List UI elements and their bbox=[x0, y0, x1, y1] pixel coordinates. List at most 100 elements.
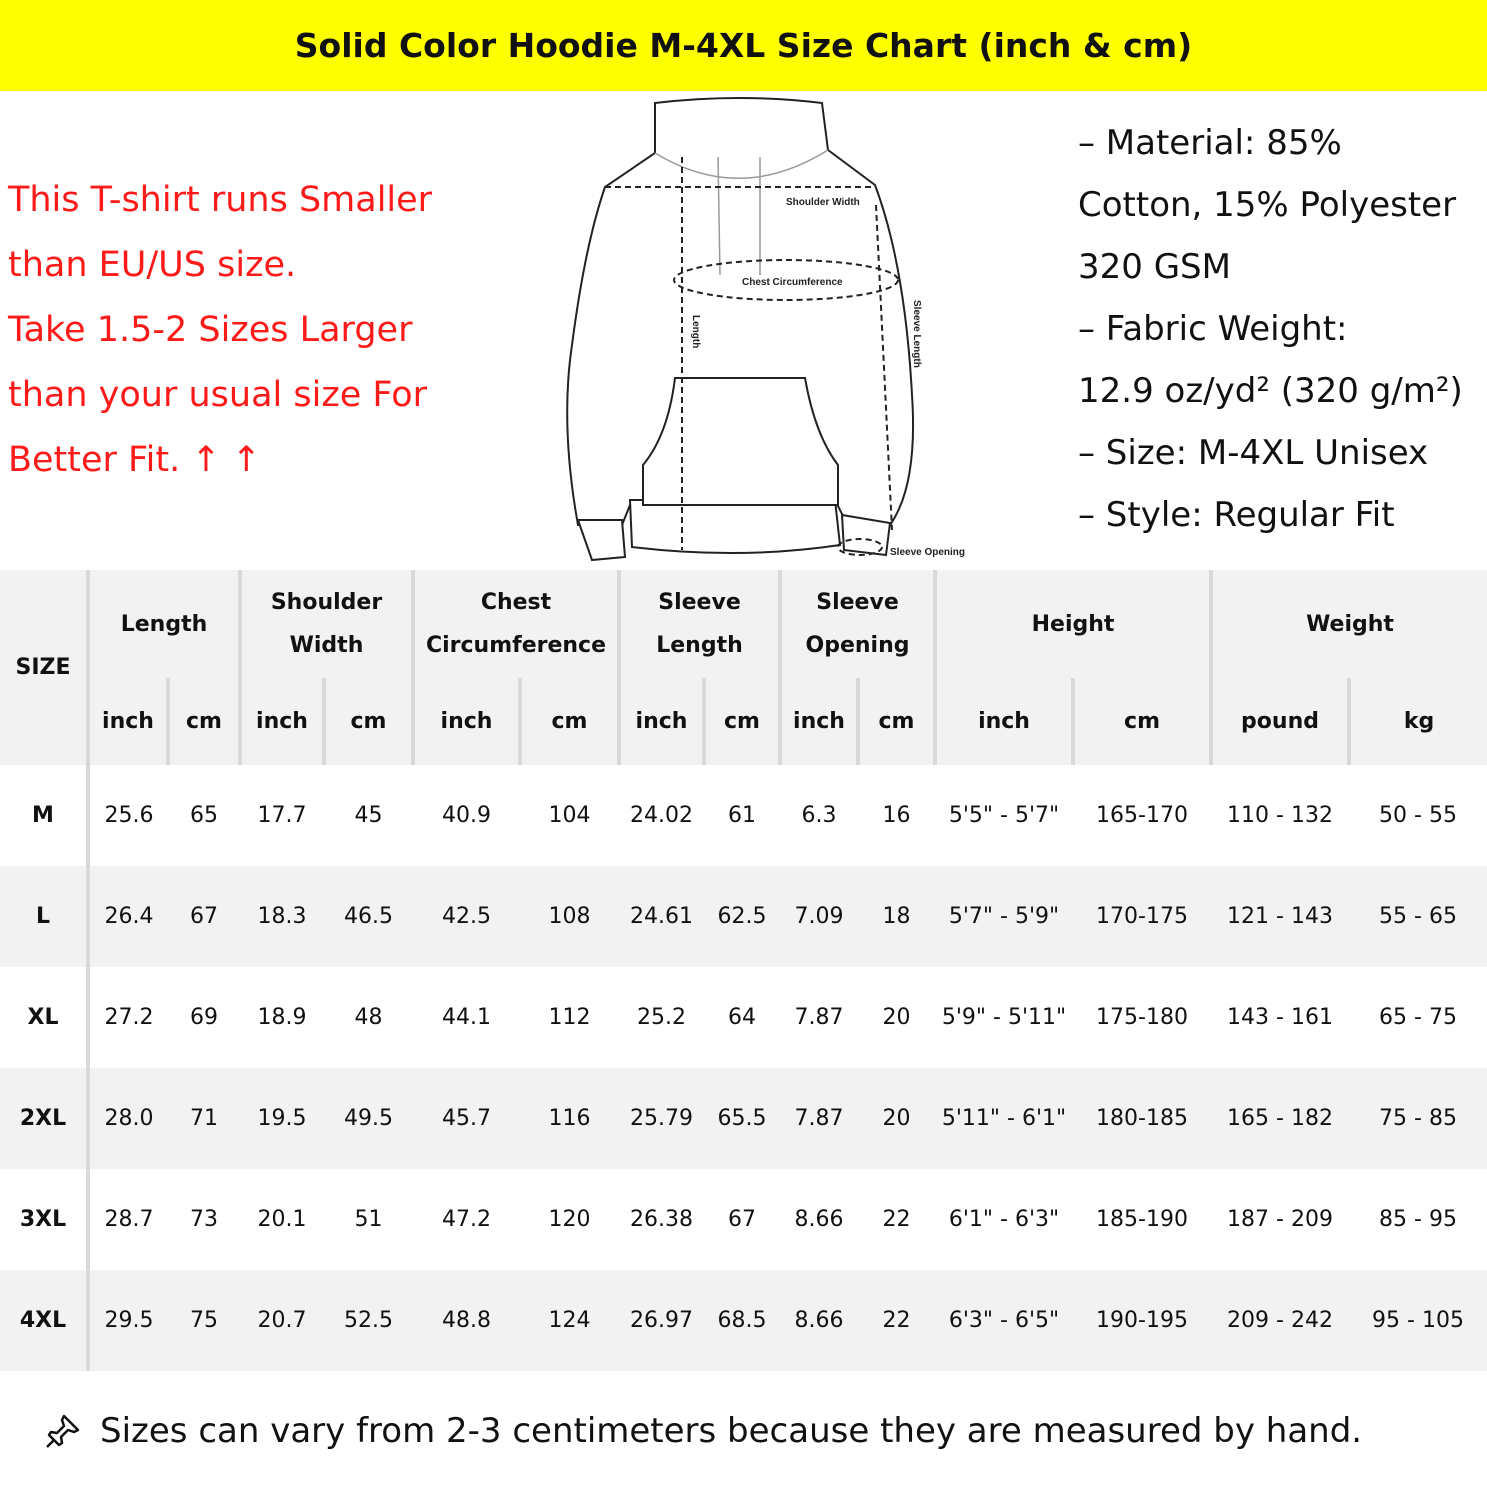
unit-header: cm bbox=[1071, 678, 1212, 765]
table-cell: 22 bbox=[858, 1270, 936, 1371]
table-cell: 55 - 65 bbox=[1349, 866, 1487, 967]
table-cell: 52.5 bbox=[324, 1270, 413, 1371]
table-cell: 7.09 bbox=[780, 866, 858, 967]
unit-header: inch bbox=[238, 678, 324, 765]
unit-header: inch bbox=[88, 678, 168, 765]
table-cell: 5'7" - 5'9" bbox=[935, 866, 1074, 967]
table-cell: 165 - 182 bbox=[1211, 1068, 1350, 1169]
unit-header: cm bbox=[322, 678, 413, 765]
column-group-header: Shoulder Width bbox=[238, 570, 413, 678]
table-cell: 124 bbox=[520, 1270, 619, 1371]
footer-note: Sizes can vary from 2-3 centimeters beca… bbox=[0, 1371, 1487, 1491]
table-cell: 143 - 161 bbox=[1211, 967, 1350, 1068]
table-cell: 85 - 95 bbox=[1349, 1169, 1487, 1270]
table-cell: 47.2 bbox=[413, 1169, 520, 1270]
column-group-header: Height bbox=[933, 570, 1212, 678]
page-title: Solid Color Hoodie M-4XL Size Chart (inc… bbox=[0, 0, 1487, 91]
table-row: 2XL 28.0 71 19.5 49.5 45.7 116 25.79 65.5 7.87 20 5… bbox=[0, 1068, 1487, 1169]
diagram-label-sleeve-length: Sleeve Length bbox=[911, 300, 922, 368]
unit-header: inch bbox=[617, 678, 704, 765]
table-row: 4XL 29.5 75 20.7 52.5 48.8 124 26.97 68.5 8.66 22 6… bbox=[0, 1270, 1487, 1371]
table-cell: 27.2 bbox=[88, 967, 168, 1068]
table-cell: 18 bbox=[858, 866, 936, 967]
table-cell: 71 bbox=[168, 1068, 240, 1169]
table-cell: 8.66 bbox=[780, 1270, 858, 1371]
table-cell: 24.02 bbox=[619, 765, 704, 866]
size-cell: 2XL bbox=[0, 1068, 90, 1169]
table-cell: 190-195 bbox=[1073, 1270, 1212, 1371]
table-cell: 7.87 bbox=[780, 1068, 858, 1169]
table-cell: 95 - 105 bbox=[1349, 1270, 1487, 1371]
table-cell: 26.97 bbox=[619, 1270, 704, 1371]
table-cell: 44.1 bbox=[413, 967, 520, 1068]
unit-header: cm bbox=[518, 678, 619, 765]
table-cell: 5'5" - 5'7" bbox=[935, 765, 1074, 866]
unit-header: pound bbox=[1209, 678, 1350, 765]
table-cell: 73 bbox=[168, 1169, 240, 1270]
note-line: This T-shirt runs Smaller bbox=[8, 180, 433, 220]
table-cell: 8.66 bbox=[780, 1169, 858, 1270]
table-cell: 45 bbox=[324, 765, 413, 866]
size-cell: XL bbox=[0, 967, 90, 1068]
table-cell: 67 bbox=[704, 1169, 780, 1270]
table-cell: 75 bbox=[168, 1270, 240, 1371]
spec-line: – Material: 85% bbox=[1078, 123, 1342, 163]
column-group-label: Opening bbox=[805, 633, 910, 658]
table-cell: 7.87 bbox=[780, 967, 858, 1068]
table-cell: 170-175 bbox=[1073, 866, 1212, 967]
column-group-label: Shoulder bbox=[270, 590, 383, 615]
column-group-header: Sleeve Length bbox=[617, 570, 780, 678]
column-group-label: Length bbox=[656, 633, 743, 658]
diagram-label-length: Length bbox=[690, 315, 701, 348]
table-cell: 20.7 bbox=[240, 1270, 324, 1371]
size-cell: L bbox=[0, 866, 90, 967]
table-cell: 75 - 85 bbox=[1349, 1068, 1487, 1169]
table-cell: 65 - 75 bbox=[1349, 967, 1487, 1068]
table-cell: 6'1" - 6'3" bbox=[935, 1169, 1074, 1270]
note-line: than EU/US size. bbox=[8, 245, 297, 285]
table-cell: 116 bbox=[520, 1068, 619, 1169]
size-cell: M bbox=[0, 765, 90, 866]
size-cell: 3XL bbox=[0, 1169, 90, 1270]
table-cell: 28.0 bbox=[88, 1068, 168, 1169]
column-group-header: Sleeve Opening bbox=[777, 570, 936, 678]
table-cell: 46.5 bbox=[324, 866, 413, 967]
table-cell: 65 bbox=[168, 765, 240, 866]
table-cell: 51 bbox=[324, 1169, 413, 1270]
table-cell: 29.5 bbox=[88, 1270, 168, 1371]
column-group-label: Sleeve bbox=[816, 590, 899, 615]
table-cell: 20.1 bbox=[240, 1169, 324, 1270]
table-cell: 45.7 bbox=[413, 1068, 520, 1169]
diagram-label-sleeve-opening: Sleeve Opening bbox=[890, 547, 965, 558]
product-specs: – Material: 85% Cotton, 15% Polyester 32… bbox=[1078, 112, 1463, 546]
table-cell: 5'9" - 5'11" bbox=[935, 967, 1074, 1068]
table-row: XL 27.2 69 18.9 48 44.1 112 25.2 64 7.87 20 5'9" - … bbox=[0, 967, 1487, 1068]
column-group-label: Width bbox=[289, 633, 364, 658]
table-cell: 120 bbox=[520, 1169, 619, 1270]
table-cell: 19.5 bbox=[240, 1068, 324, 1169]
table-cell: 22 bbox=[858, 1169, 936, 1270]
column-group-label: Weight bbox=[1306, 611, 1394, 637]
note-line: than your usual size For bbox=[8, 375, 428, 415]
diagram-label-shoulder: Shoulder Width bbox=[786, 197, 860, 208]
table-cell: 187 - 209 bbox=[1211, 1169, 1350, 1270]
unit-header: inch bbox=[411, 678, 520, 765]
table-cell: 20 bbox=[858, 967, 936, 1068]
table-cell: 24.61 bbox=[619, 866, 704, 967]
note-line: Take 1.5-2 Sizes Larger bbox=[8, 310, 413, 350]
table-cell: 18.3 bbox=[240, 866, 324, 967]
column-group-label: Circumference bbox=[425, 633, 607, 658]
spec-line: 320 GSM bbox=[1078, 247, 1231, 287]
table-cell: 5'11" - 6'1" bbox=[935, 1068, 1074, 1169]
spec-line: – Fabric Weight: bbox=[1078, 309, 1348, 349]
column-group-header: Chest Circumference bbox=[411, 570, 619, 678]
hoodie-diagram: Shoulder Width Chest Circumference Lengt… bbox=[566, 97, 965, 562]
table-cell: 26.4 bbox=[88, 866, 168, 967]
unit-header: cm bbox=[702, 678, 780, 765]
unit-header: cm bbox=[855, 678, 936, 765]
table-row: 3XL 28.7 73 20.1 51 47.2 120 26.38 67 8.66 22 6'1" … bbox=[0, 1169, 1487, 1270]
table-cell: 180-185 bbox=[1073, 1068, 1212, 1169]
table-cell: 165-170 bbox=[1073, 765, 1212, 866]
table-cell: 25.79 bbox=[619, 1068, 704, 1169]
table-cell: 25.2 bbox=[619, 967, 704, 1068]
